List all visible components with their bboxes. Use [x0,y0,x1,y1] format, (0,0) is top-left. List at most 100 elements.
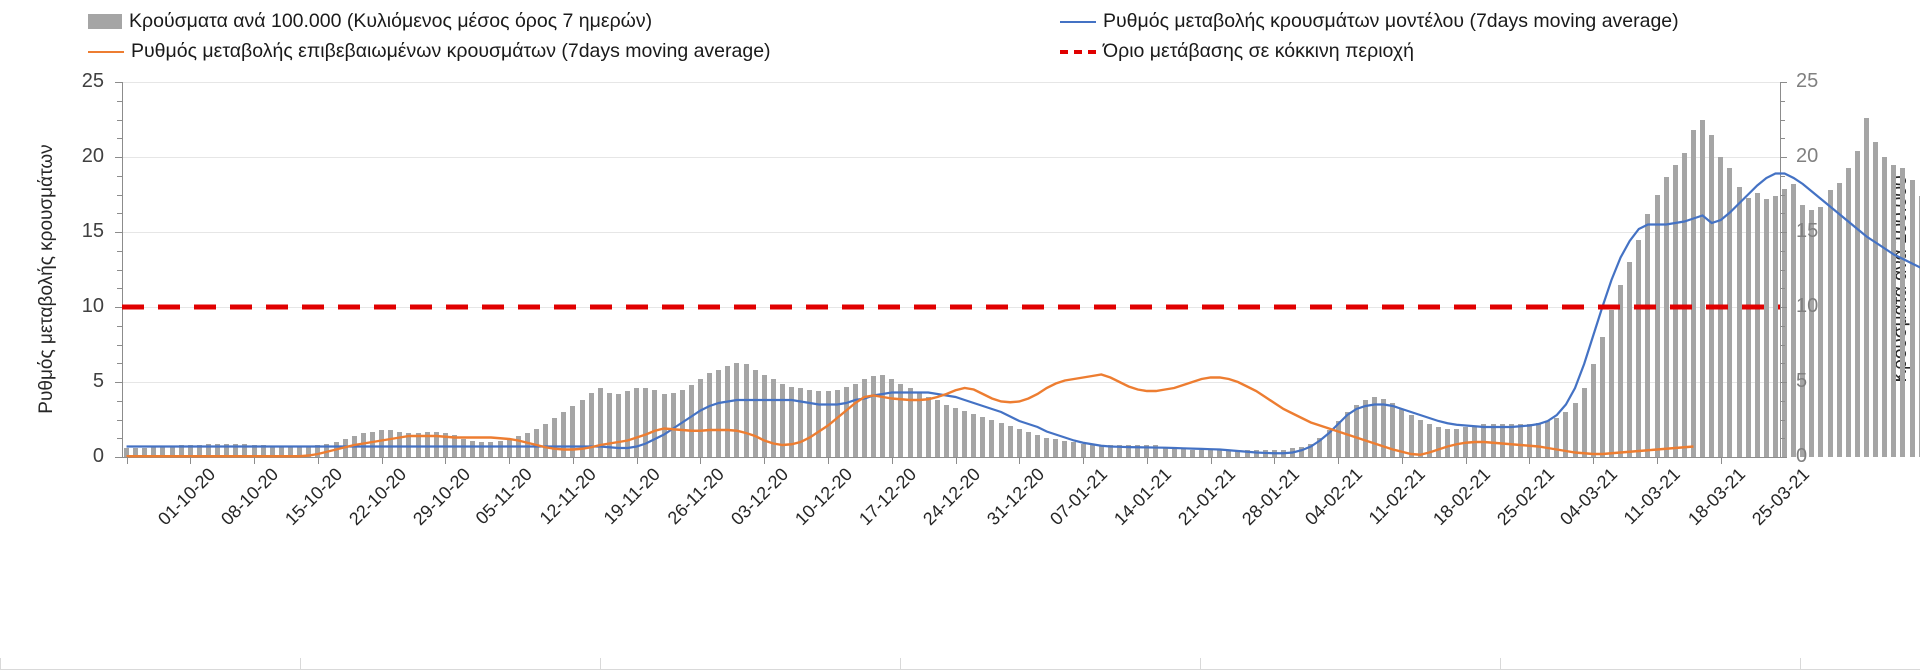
y-tick-major [1780,382,1787,383]
bar [1918,196,1920,457]
x-tick [1083,457,1085,464]
bar [843,386,849,457]
bar [770,379,776,457]
bar [688,385,694,457]
bar [1499,424,1505,457]
bar [1517,424,1523,457]
bar [379,430,385,457]
bar [260,445,266,457]
bar [1545,421,1551,457]
y-axis-right-tick-label: 5 [1796,370,1808,392]
x-axis-tick-label: 14-01-21 [1110,464,1176,530]
line-swatch-icon [88,50,124,53]
bar [1800,205,1806,457]
bar [1581,388,1587,457]
bar [1126,445,1132,457]
bar [625,391,631,457]
bar [1335,421,1341,457]
bar [1563,412,1569,457]
x-tick [891,457,893,464]
bar [1772,196,1778,457]
bar [725,365,731,457]
y-tick-minor [117,138,122,140]
y-tick-minor [1780,194,1785,196]
bar [1700,119,1706,457]
bar [606,392,612,457]
line-series [122,172,1920,458]
bar [998,422,1004,457]
bar [1390,403,1396,457]
y-tick-minor [117,119,122,121]
bar [588,392,594,457]
legend-label-threshold: Όριο μετάβασης σε κόκκινη περιοχή [1103,40,1414,62]
y-axis-right-tick-label: 0 [1796,445,1808,467]
x-tick [955,457,957,464]
x-tick [1274,457,1276,464]
x-axis-tick-label: 25-03-21 [1747,464,1813,530]
y-tick-major [1780,307,1787,308]
bar [1508,424,1514,457]
bar [670,392,676,457]
bar [807,389,813,457]
bar [233,443,239,457]
bar [1353,404,1359,457]
bar [1782,188,1788,457]
bar [615,394,621,457]
bar [1481,424,1487,457]
y-tick-minor [117,194,122,196]
bar [488,442,494,457]
y-tick-major [115,157,122,158]
bar [1362,400,1368,457]
bar [196,445,202,457]
x-tick [1146,457,1148,464]
y-axis-left-tick-label: 5 [92,370,104,392]
y-tick-major [115,232,122,233]
bar [497,440,503,457]
bar [1317,437,1323,457]
y-tick-minor [1780,175,1785,177]
bar [442,433,448,457]
bar [889,379,895,457]
bar [834,389,840,457]
bar [1627,262,1633,457]
bar [370,431,376,457]
legend-item-threshold[interactable]: Όριο μετάβασης σε κόκκινη περιοχή [1060,40,1414,63]
x-tick [254,457,256,464]
x-axis-tick-label: 26-11-20 [663,464,728,529]
bar [315,445,321,457]
bar [980,416,986,457]
bar [360,433,366,457]
y-tick-minor [1780,438,1785,440]
x-axis-tick-label: 12-11-20 [535,464,601,529]
bar [1854,151,1860,457]
bar-swatch-icon [88,14,122,29]
bar [1381,398,1387,457]
x-tick [317,457,319,464]
legend-item-bars[interactable]: Κρούσματα ανά 100.000 (Κυλιόμενος μέσος … [88,10,652,33]
legend-item-confirmed[interactable]: Ρυθμός μεταβολής επιβεβαιωμένων κρουσμάτ… [88,40,771,63]
x-tick [381,457,383,464]
bar [1709,134,1715,457]
legend-item-model[interactable]: Ρυθμός μεταβολής κρουσμάτων μοντέλου (7d… [1060,10,1679,33]
bar [215,443,221,457]
bar [816,391,822,457]
y-tick-minor [117,250,122,252]
gridline [122,157,1780,158]
footer-tick [300,658,301,670]
bar [1199,449,1205,457]
bar [798,388,804,457]
bar [1162,446,1168,457]
bar [916,392,922,457]
bar [852,383,858,457]
bar [224,443,230,457]
bar [1864,118,1870,457]
y-tick-major [1780,457,1787,458]
x-axis-tick-label: 08-10-20 [217,464,283,530]
bar [1399,409,1405,457]
bar [524,433,530,457]
bar [288,446,294,457]
bar [269,446,275,457]
bar [661,394,667,457]
x-tick [636,457,638,464]
